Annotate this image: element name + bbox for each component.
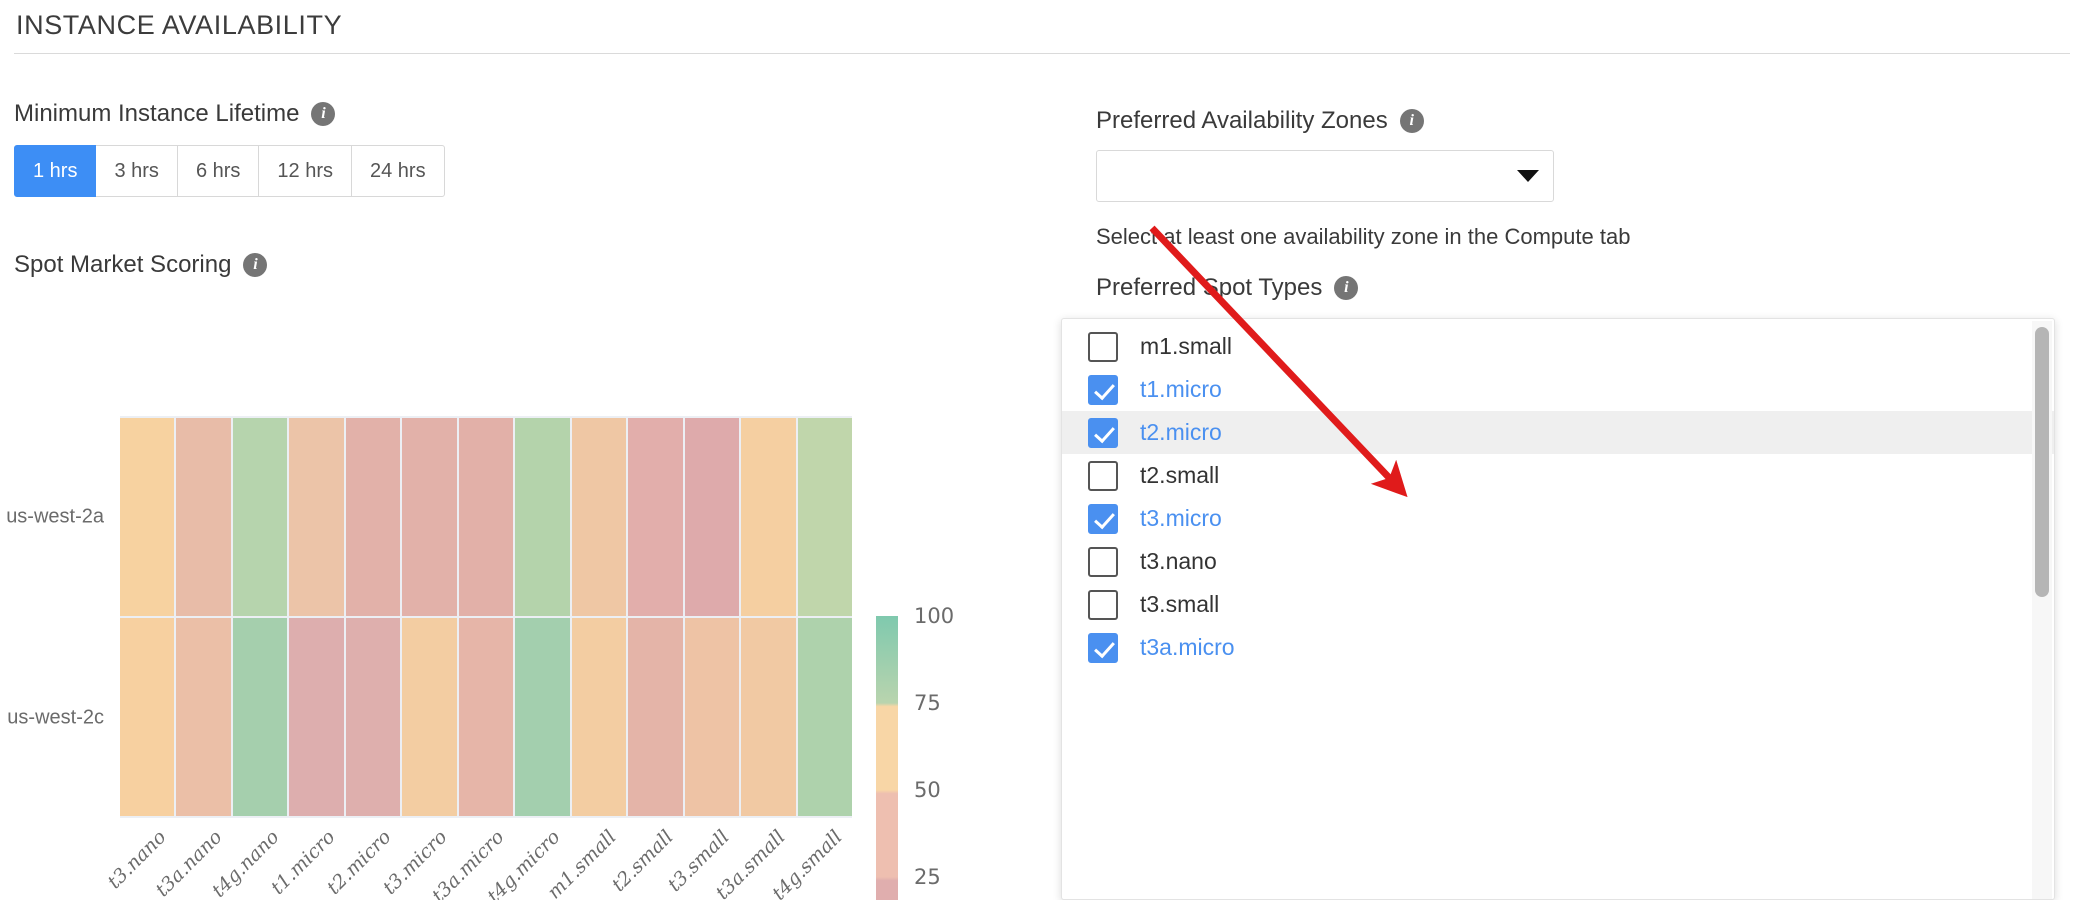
heatmap-grid	[120, 416, 852, 818]
spot-type-label: t1.micro	[1140, 376, 1222, 402]
colorbar-tick-label: 100	[914, 604, 955, 628]
heatmap-cell	[458, 418, 514, 616]
spot-type-option-t3.micro[interactable]: t3.micro	[1062, 497, 2054, 540]
heatmap-y-axis: us-west-2a us-west-2c	[0, 300, 104, 900]
header-divider	[14, 53, 2070, 54]
checkbox-checked-icon[interactable]	[1088, 417, 1118, 448]
spot-type-label: m1.small	[1140, 333, 1233, 359]
heatmap-cell	[120, 618, 175, 816]
lifetime-option-3-hrs[interactable]: 3 hrs	[95, 145, 178, 197]
checkbox-icon[interactable]	[1088, 546, 1118, 577]
page-title: INSTANCE AVAILABILITY	[16, 10, 343, 40]
heatmap-cell	[797, 618, 852, 816]
spot-type-label: t2.micro	[1140, 419, 1222, 445]
spot-type-option-t3a.micro[interactable]: t3a.micro	[1062, 626, 2054, 669]
info-icon[interactable]: i	[1399, 109, 1424, 133]
heatmap-cell	[797, 418, 852, 616]
checkbox-checked-icon[interactable]	[1088, 503, 1118, 534]
spot-type-label: t3.small	[1140, 591, 1220, 617]
heatmap-y-label: us-west-2c	[7, 706, 104, 728]
heatmap-cell	[232, 618, 288, 816]
dropdown-scrollbar[interactable]	[2032, 321, 2052, 899]
heatmap-cell	[345, 618, 401, 816]
heatmap-cell	[684, 418, 740, 616]
spot-type-option-m1.small[interactable]: m1.small	[1062, 325, 2054, 368]
spot-types-dropdown[interactable]: m1.small t1.micro t2.micro t2.small t3.micro…	[1061, 318, 2055, 900]
spot-type-option-t1.micro[interactable]: t1.micro	[1062, 368, 2054, 411]
heatmap-cell	[232, 418, 288, 616]
heatmap-cell	[741, 418, 796, 616]
colorbar-tick-label: 25	[914, 865, 941, 889]
spot-type-label: t3.nano	[1140, 548, 1217, 574]
colorbar-gradient	[876, 616, 898, 900]
heatmap-cell	[741, 618, 796, 816]
spot-type-option-t3.nano[interactable]: t3.nano	[1062, 540, 2054, 583]
heatmap-cell	[289, 418, 344, 616]
preferred-spot-types-text: Preferred Spot Types	[1096, 274, 1323, 301]
spot-market-scoring-text: Spot Market Scoring	[14, 251, 232, 278]
minimum-instance-lifetime-options[interactable]: 1 hrs 3 hrs 6 hrs 12 hrs 24 hrs	[14, 145, 445, 197]
chevron-down-icon[interactable]	[1517, 170, 1539, 182]
lifetime-option-12-hrs[interactable]: 12 hrs	[258, 145, 352, 197]
availability-zones-select[interactable]	[1096, 150, 1554, 202]
minimum-instance-lifetime-text: Minimum Instance Lifetime	[14, 100, 300, 127]
preferred-availability-zones-label: Preferred Availability Zones i	[1096, 107, 1424, 135]
heatmap-x-axis: t3.nano t3a.nano t4g.nano t1.micro t2.micro t…	[103, 822, 852, 900]
spot-types-option-list[interactable]: m1.small t1.micro t2.micro t2.small t3.micro…	[1062, 319, 2054, 669]
checkbox-icon[interactable]	[1088, 331, 1118, 362]
heatmap-cell	[289, 618, 344, 816]
heatmap-cell	[402, 618, 457, 816]
lifetime-option-6-hrs[interactable]: 6 hrs	[176, 145, 260, 197]
heatmap-x-label: t2.small	[607, 826, 678, 897]
spot-type-label: t3.micro	[1140, 505, 1222, 531]
colorbar-tick-label: 50	[914, 778, 941, 802]
spot-market-scoring-heatmap: us-west-2a us-west-2c t3.nano t3a.nano t4g.…	[0, 300, 1140, 900]
lifetime-option-24-hrs[interactable]: 24 hrs	[351, 145, 445, 197]
preferred-availability-zones-text: Preferred Availability Zones	[1096, 107, 1388, 134]
availability-zones-hint: Select at least one availability zone in…	[1096, 224, 1631, 249]
heatmap-cell	[176, 618, 231, 816]
checkbox-checked-icon[interactable]	[1088, 374, 1118, 405]
spot-type-option-t3.small[interactable]: t3.small	[1062, 583, 2054, 626]
checkbox-checked-icon[interactable]	[1088, 632, 1118, 663]
spot-type-label: t3a.micro	[1140, 634, 1235, 660]
checkbox-icon[interactable]	[1088, 589, 1118, 620]
heatmap-cell	[176, 418, 231, 616]
heatmap-cell	[684, 618, 740, 816]
spot-type-option-t2.micro[interactable]: t2.micro	[1062, 411, 2054, 454]
heatmap-cell	[515, 418, 570, 616]
heatmap-cell	[458, 618, 514, 816]
heatmap-cell	[402, 418, 457, 616]
checkbox-icon[interactable]	[1088, 460, 1118, 491]
heatmap-cell	[515, 618, 570, 816]
spot-type-label: t2.small	[1140, 462, 1220, 488]
dropdown-scrollbar-thumb[interactable]	[2035, 327, 2049, 597]
heatmap-cell	[571, 618, 627, 816]
info-icon[interactable]: i	[243, 253, 268, 277]
heatmap-cell	[345, 418, 401, 616]
lifetime-option-1-hrs[interactable]: 1 hrs	[14, 145, 97, 197]
info-icon[interactable]: i	[1334, 276, 1359, 300]
heatmap-cell	[628, 618, 683, 816]
preferred-spot-types-label: Preferred Spot Types i	[1096, 274, 1359, 302]
info-icon[interactable]: i	[311, 102, 336, 126]
heatmap-cell	[571, 418, 627, 616]
colorbar-tick-label: 75	[914, 691, 941, 715]
spot-market-scoring-label: Spot Market Scoring i	[14, 251, 268, 279]
heatmap-y-label: us-west-2a	[6, 505, 104, 527]
heatmap-cell	[120, 418, 175, 616]
heatmap-colorbar: 1007550250	[876, 604, 1016, 900]
spot-type-option-t2.small[interactable]: t2.small	[1062, 454, 2054, 497]
minimum-instance-lifetime-label: Minimum Instance Lifetime i	[14, 100, 336, 128]
heatmap-cell	[628, 418, 683, 616]
